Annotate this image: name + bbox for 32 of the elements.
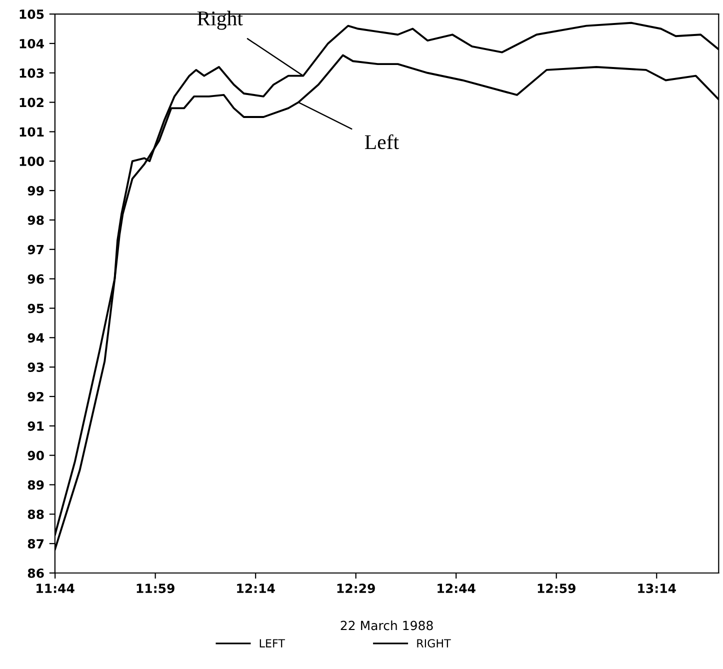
y-tick-label: 92 bbox=[28, 392, 44, 402]
legend-label: LEFT bbox=[260, 639, 286, 648]
y-tick-label: 93 bbox=[28, 362, 44, 372]
y-tick-label: 99 bbox=[28, 186, 44, 196]
y-tick-label: 91 bbox=[28, 421, 44, 431]
annotation: Left bbox=[364, 134, 399, 150]
x-tick-label: 12:29 bbox=[337, 584, 375, 594]
y-tick-label: 105 bbox=[20, 10, 44, 19]
annotation: Right bbox=[197, 10, 243, 30]
x-tick-label: 12:14 bbox=[237, 584, 275, 593]
y-tick-label: 95 bbox=[28, 304, 44, 314]
y-tick-label: 100 bbox=[20, 156, 44, 166]
x-axis-title: 22 March 1988 bbox=[340, 620, 433, 630]
x-tick-label: 11:59 bbox=[136, 584, 174, 594]
y-tick-label: 89 bbox=[28, 480, 44, 490]
x-tick-label: 13:14 bbox=[638, 584, 676, 594]
y-tick-label: 86 bbox=[28, 568, 44, 578]
y-tick-label: 102 bbox=[20, 98, 44, 108]
legend-label: RIGHT bbox=[417, 639, 451, 648]
y-tick-label: 104 bbox=[20, 38, 44, 48]
x-tick-label: 11:44 bbox=[36, 584, 74, 593]
y-tick-label: 96 bbox=[28, 274, 44, 284]
x-tick-label: 12:59 bbox=[538, 584, 576, 594]
y-tick-label: 101 bbox=[20, 127, 44, 137]
y-tick-label: 98 bbox=[28, 215, 44, 225]
y-tick-label: 87 bbox=[28, 539, 44, 549]
y-tick-label: 90 bbox=[28, 450, 44, 460]
x-tick-label: 12:44 bbox=[438, 584, 476, 593]
y-tick-label: 103 bbox=[20, 68, 44, 78]
y-tick-label: 94 bbox=[28, 333, 44, 343]
y-tick-label: 88 bbox=[28, 510, 44, 520]
y-tick-label: 97 bbox=[28, 244, 44, 254]
